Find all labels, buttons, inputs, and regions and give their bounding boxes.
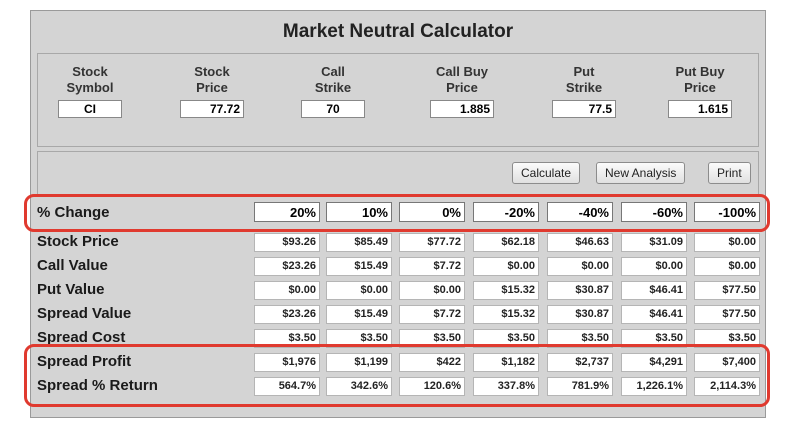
- spread-return-cell: 2,114.3%: [694, 377, 760, 396]
- put-strike-input[interactable]: [552, 100, 616, 118]
- stock-price-label: Stock Price: [194, 64, 230, 95]
- call-value-cell: $0.00: [621, 257, 687, 276]
- new-analysis-button[interactable]: New Analysis: [596, 162, 686, 184]
- spread-value-row: Spread Value $23.26 $15.49 $7.72 $15.32 $30.8…: [37, 303, 762, 327]
- put-value-cell: $46.41: [621, 281, 687, 300]
- put-strike-label: Put Strike: [565, 64, 603, 95]
- call-value-label: Call Value: [37, 257, 108, 274]
- pct-change-row: % Change: [37, 202, 762, 226]
- call-value-cell: $0.00: [694, 257, 760, 276]
- spread-cost-cell: $3.50: [547, 329, 613, 348]
- call-strike-input[interactable]: [301, 100, 365, 118]
- spread-value-cell: $15.49: [326, 305, 392, 324]
- stock-price-row: Stock Price $93.26 $85.49 $77.72 $62.18 $46.6…: [37, 231, 762, 255]
- call-value-row: Call Value $23.26 $15.49 $7.72 $0.00 $0.00 $0.…: [37, 255, 762, 279]
- stock-symbol-input[interactable]: [58, 100, 122, 118]
- spread-value-cell: $15.32: [473, 305, 539, 324]
- stock-price-cell: $85.49: [326, 233, 392, 252]
- stock-price-cell: $46.63: [547, 233, 613, 252]
- put-value-cell: $0.00: [399, 281, 465, 300]
- spread-value-cell: $30.87: [547, 305, 613, 324]
- spread-profit-label: Spread Profit: [37, 353, 132, 370]
- spread-cost-cell: $3.50: [254, 329, 320, 348]
- put-buy-price-group: Put Buy Price: [645, 64, 755, 118]
- spread-return-cell: 1,226.1%: [621, 377, 687, 396]
- pct-change-input[interactable]: [473, 202, 539, 222]
- put-value-label: Put Value: [37, 281, 105, 298]
- call-buy-price-label: Call Buy Price: [435, 64, 488, 95]
- button-bar: Calculate New Analysis Print: [37, 151, 759, 195]
- put-value-row: Put Value $0.00 $0.00 $0.00 $15.32 $30.87 $46.…: [37, 279, 762, 303]
- spread-value-cell: $77.50: [694, 305, 760, 324]
- put-value-cell: $15.32: [473, 281, 539, 300]
- call-strike-label: Call Strike: [314, 64, 352, 95]
- spread-return-cell: 120.6%: [399, 377, 465, 396]
- spread-profit-row: Spread Profit $1,976 $1,199 $422 $1,182 $2,73…: [37, 351, 762, 375]
- spread-profit-cell: $2,737: [547, 353, 613, 372]
- spread-return-row: Spread % Return 564.7% 342.6% 120.6% 337.8% 7…: [37, 375, 762, 399]
- call-buy-price-input[interactable]: [430, 100, 494, 118]
- calculate-button[interactable]: Calculate: [512, 162, 581, 184]
- stock-price-cell: $93.26: [254, 233, 320, 252]
- spread-value-label: Spread Value: [37, 305, 132, 322]
- spread-cost-cell: $3.50: [694, 329, 760, 348]
- call-value-cell: $23.26: [254, 257, 320, 276]
- spread-value-cell: $7.72: [399, 305, 465, 324]
- call-value-cell: $0.00: [473, 257, 539, 276]
- spread-return-cell: 337.8%: [473, 377, 539, 396]
- spread-cost-cell: $3.50: [399, 329, 465, 348]
- pct-change-input[interactable]: [254, 202, 320, 222]
- put-value-cell: $0.00: [254, 281, 320, 300]
- stock-price-cell: $0.00: [694, 233, 760, 252]
- spread-return-cell: 564.7%: [254, 377, 320, 396]
- stock-symbol-label: Stock Symbol: [66, 64, 114, 95]
- put-value-cell: $77.50: [694, 281, 760, 300]
- spread-value-cell: $46.41: [621, 305, 687, 324]
- call-value-cell: $7.72: [399, 257, 465, 276]
- pct-change-input[interactable]: [547, 202, 613, 222]
- spread-profit-cell: $1,199: [326, 353, 392, 372]
- print-button[interactable]: Print: [708, 162, 751, 184]
- pct-change-input[interactable]: [621, 202, 687, 222]
- spread-profit-cell: $4,291: [621, 353, 687, 372]
- put-value-cell: $0.00: [326, 281, 392, 300]
- call-strike-group: Call Strike: [278, 64, 388, 118]
- spread-cost-cell: $3.50: [473, 329, 539, 348]
- stock-price-cell: $77.72: [399, 233, 465, 252]
- put-buy-price-label: Put Buy Price: [675, 64, 725, 95]
- put-buy-price-input[interactable]: [668, 100, 732, 118]
- stock-price-label: Stock Price: [37, 233, 119, 250]
- pct-change-input[interactable]: [399, 202, 465, 222]
- call-value-cell: $0.00: [547, 257, 613, 276]
- stock-price-input[interactable]: [180, 100, 244, 118]
- put-value-cell: $30.87: [547, 281, 613, 300]
- spread-return-cell: 342.6%: [326, 377, 392, 396]
- pct-change-label: % Change: [37, 204, 110, 221]
- spread-return-label: Spread % Return: [37, 377, 158, 394]
- spread-profit-cell: $422: [399, 353, 465, 372]
- stock-price-cell: $62.18: [473, 233, 539, 252]
- call-value-cell: $15.49: [326, 257, 392, 276]
- call-buy-price-group: Call Buy Price: [407, 64, 517, 118]
- spread-value-cell: $23.26: [254, 305, 320, 324]
- stock-symbol-group: Stock Symbol: [35, 64, 145, 118]
- spread-profit-cell: $7,400: [694, 353, 760, 372]
- stock-price-group: Stock Price: [157, 64, 267, 118]
- spread-cost-cell: $3.50: [326, 329, 392, 348]
- spread-profit-cell: $1,182: [473, 353, 539, 372]
- spread-cost-row: Spread Cost $3.50 $3.50 $3.50 $3.50 $3.50 $3.5…: [37, 327, 762, 351]
- spread-return-cell: 781.9%: [547, 377, 613, 396]
- spread-cost-cell: $3.50: [621, 329, 687, 348]
- pct-change-input[interactable]: [326, 202, 392, 222]
- stock-price-cell: $31.09: [621, 233, 687, 252]
- spread-cost-label: Spread Cost: [37, 329, 126, 346]
- spread-profit-cell: $1,976: [254, 353, 320, 372]
- pct-change-input[interactable]: [694, 202, 760, 222]
- put-strike-group: Put Strike: [529, 64, 639, 118]
- page-title: Market Neutral Calculator: [282, 21, 514, 42]
